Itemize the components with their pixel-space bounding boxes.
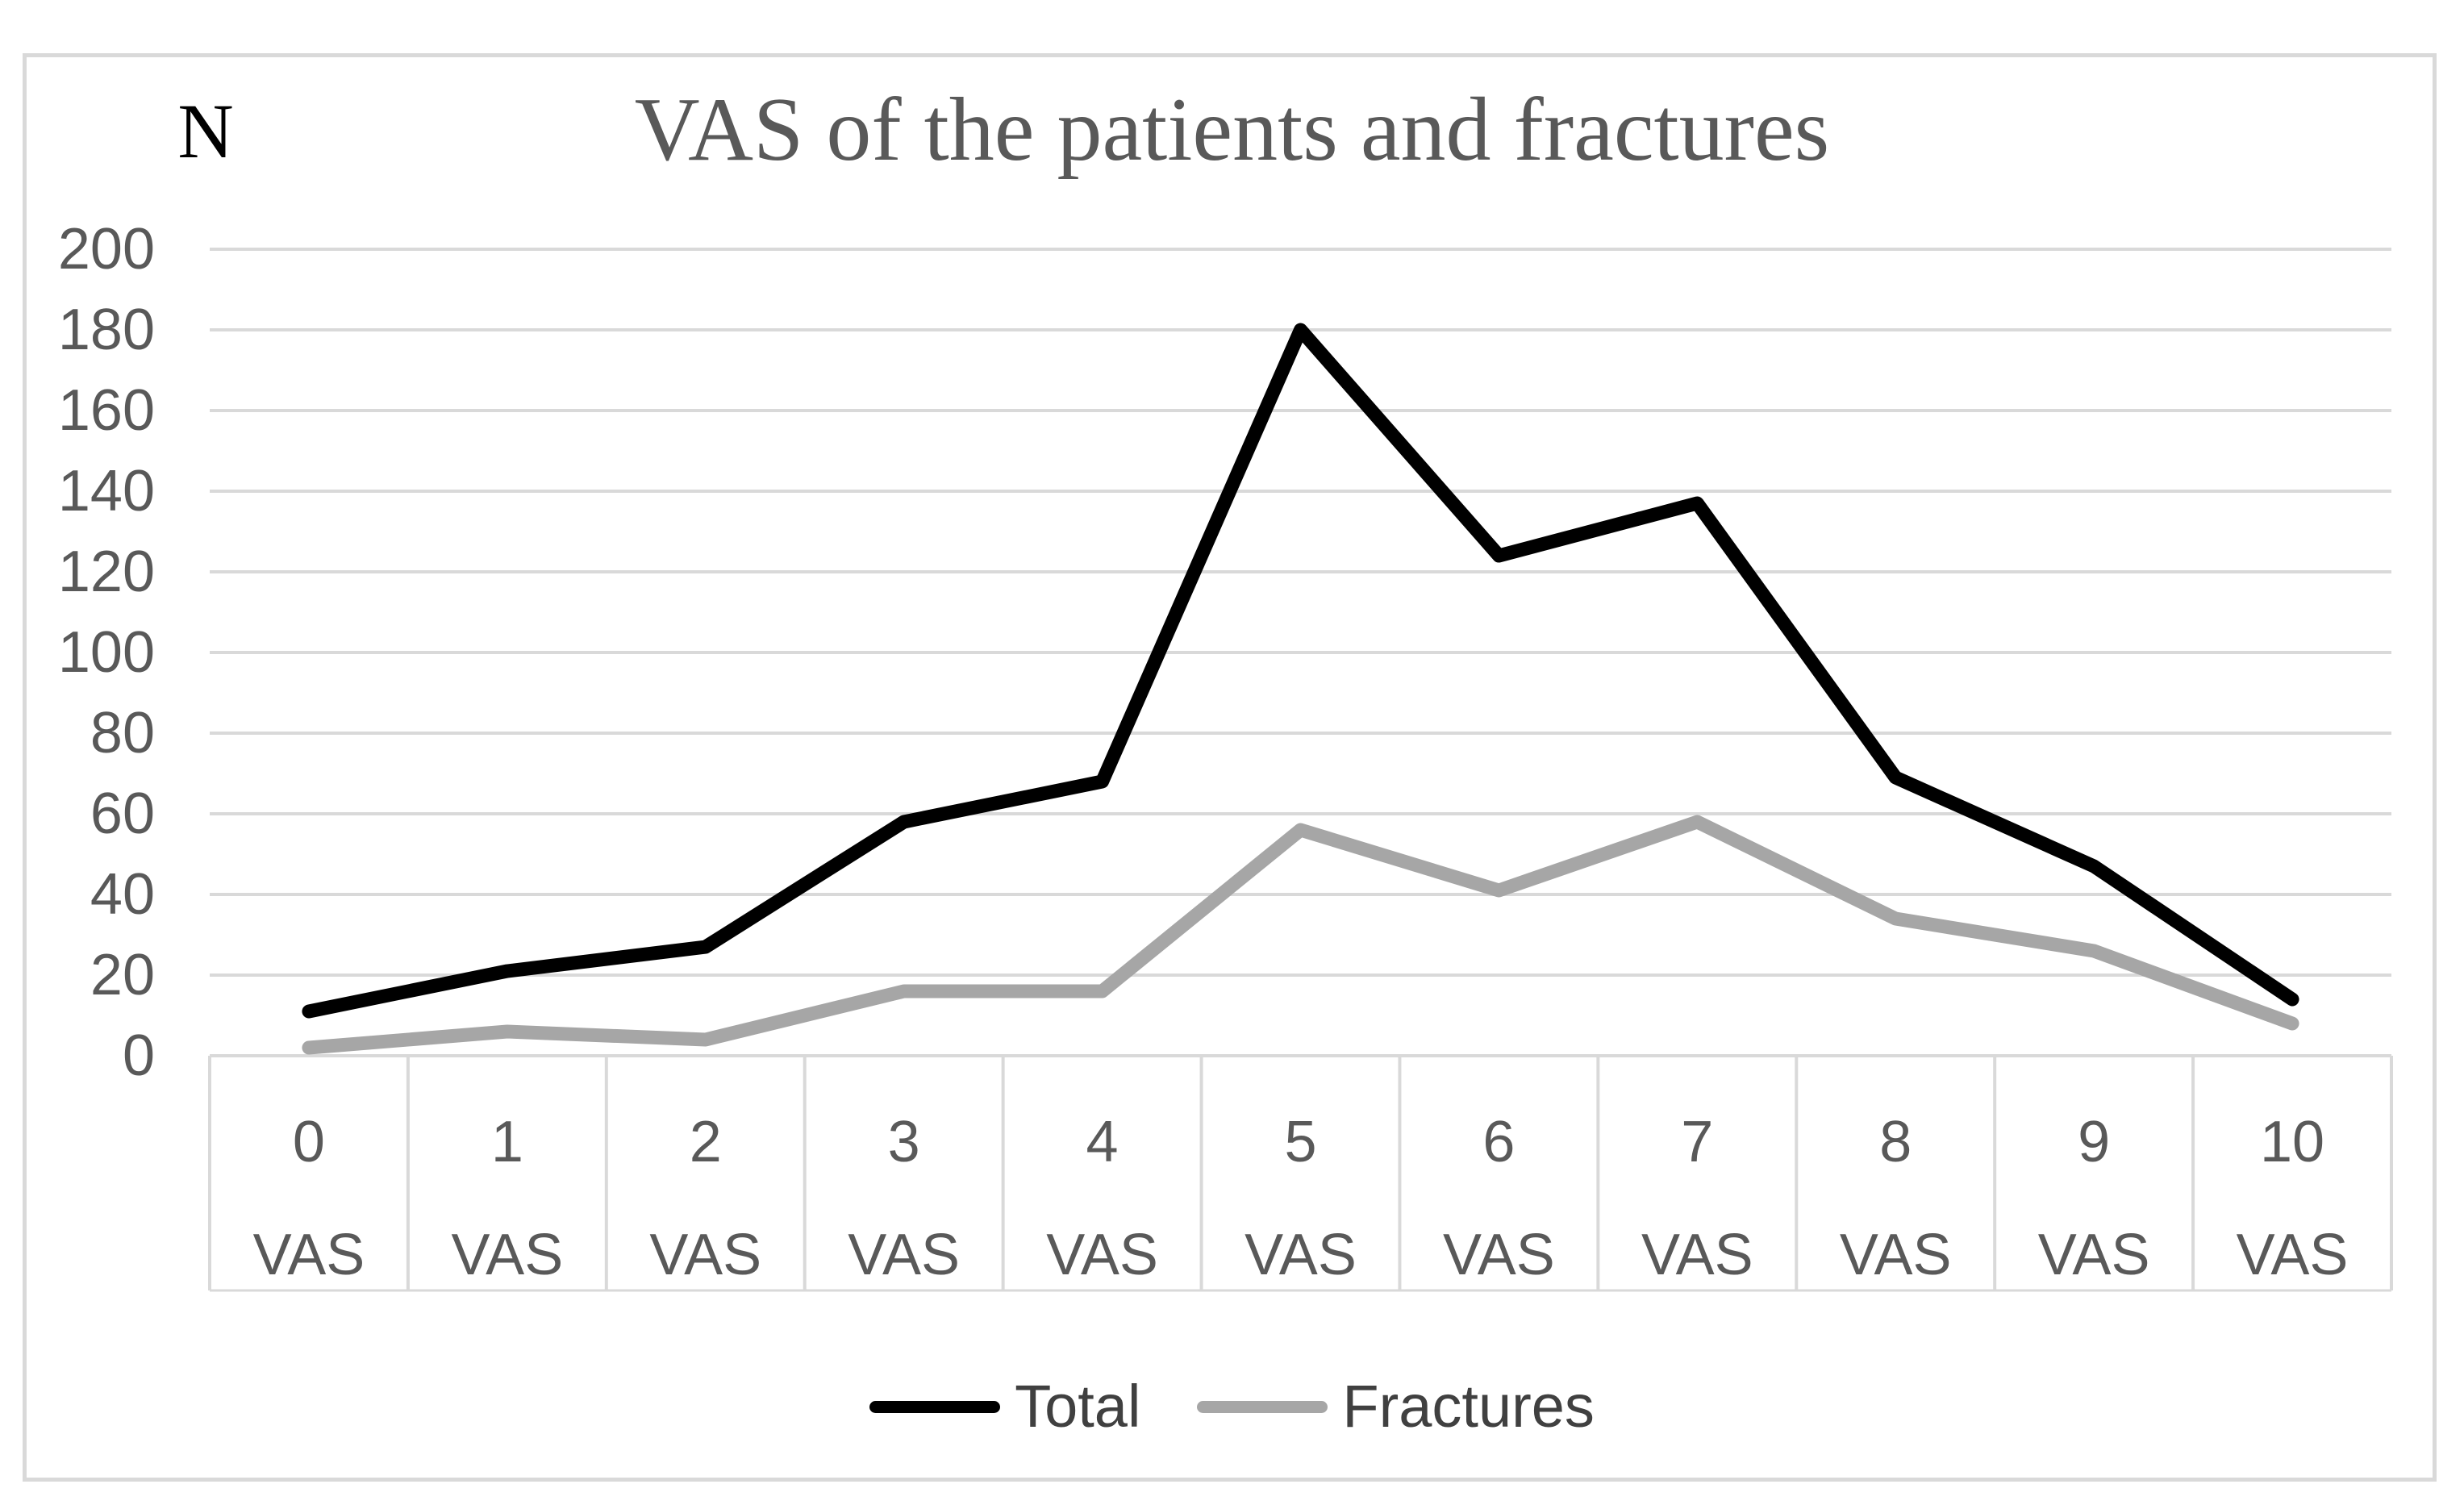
series-line-fractures [302,815,2299,1055]
chart-outer-border [23,53,2437,1482]
category-number-label: 6 [1482,1110,1516,1174]
category-number-label: 4 [1086,1110,1119,1174]
chart-title: VAS of the patients and fractures [634,80,1830,180]
y-tick-label: 140 [57,459,155,523]
y-tick-label: 200 [57,217,155,281]
y-tick-label: 100 [57,620,155,685]
legend-label: Total [1015,1373,1141,1440]
category-number-label: 3 [887,1110,920,1174]
category-unit-label: VAS [2037,1223,2150,1287]
category-unit-label: VAS [1245,1223,1357,1287]
y-axis-unit-label: N [177,88,234,174]
y-tick-label: 40 [90,862,155,927]
chart-legend: Total Fractures [0,1361,2464,1452]
y-tick-label: 180 [57,298,155,362]
category-number-label: 8 [1879,1110,1912,1174]
category-unit-label: VAS [1443,1223,1555,1287]
category-unit-label: VAS [1641,1223,1753,1287]
category-number-label: 5 [1284,1110,1317,1174]
category-number-label: 7 [1681,1110,1714,1174]
legend-line-swatch [869,1400,1001,1413]
category-unit-label: VAS [848,1223,961,1287]
y-tick-label: 80 [90,701,155,765]
y-tick-label: 20 [90,943,155,1007]
category-number-label: 0 [292,1110,325,1174]
category-unit-label: VAS [649,1223,762,1287]
legend-item-total: Total [869,1374,1140,1439]
y-tick-label: 160 [57,378,155,443]
category-number-label: 2 [689,1110,722,1174]
category-unit-label: VAS [1839,1223,1952,1287]
y-tick-label: 120 [57,540,155,604]
category-number-label: 1 [490,1110,523,1174]
legend-line-swatch [1197,1400,1328,1413]
category-unit-label: VAS [451,1223,564,1287]
category-number-label: 9 [2078,1110,2111,1174]
legend-item-fractures: Fractures [1197,1374,1595,1439]
category-unit-label: VAS [252,1223,365,1287]
category-number-label: 10 [2259,1110,2325,1174]
y-tick-label: 60 [90,782,155,846]
legend-label: Fractures [1342,1373,1595,1440]
category-unit-label: VAS [2236,1223,2349,1287]
category-unit-label: VAS [1046,1223,1158,1287]
series-line-total [302,323,2299,1019]
y-tick-label: 0 [122,1023,155,1088]
